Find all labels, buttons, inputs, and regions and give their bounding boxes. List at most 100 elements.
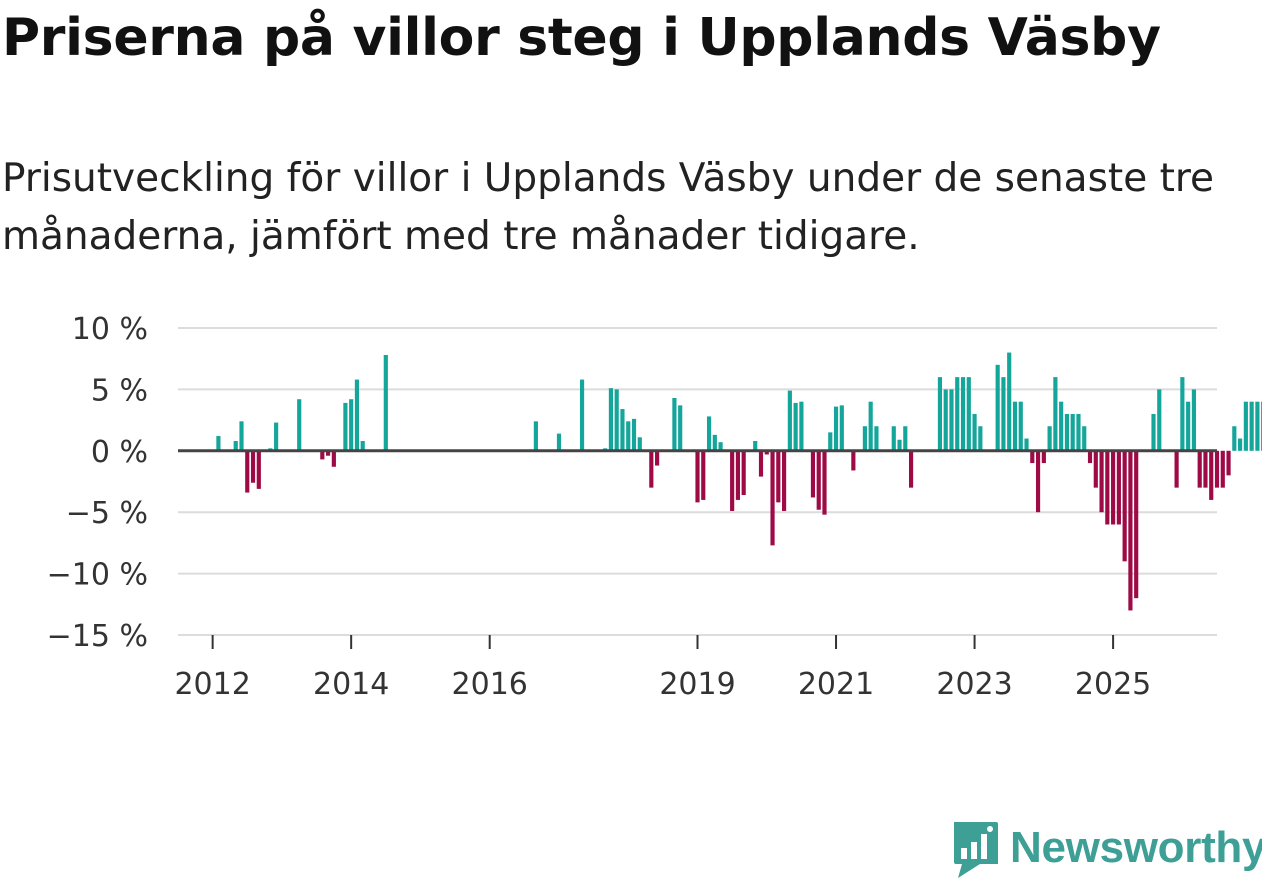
bar <box>1174 450 1179 488</box>
bar <box>1024 438 1029 451</box>
bar <box>1203 450 1208 488</box>
bar <box>1238 438 1243 451</box>
bar <box>695 450 700 503</box>
y-tick-label: −10 % <box>47 558 148 593</box>
bar <box>626 421 631 451</box>
bar <box>672 398 677 451</box>
bar <box>1209 450 1214 500</box>
bar <box>810 450 816 498</box>
bar <box>1151 413 1156 451</box>
bar <box>868 401 873 451</box>
bar <box>620 409 625 451</box>
bar <box>579 379 585 451</box>
y-tick-label: 0 % <box>91 435 148 470</box>
bar <box>1220 450 1225 488</box>
bar <box>631 418 637 451</box>
bar <box>793 402 798 451</box>
bar <box>741 450 746 496</box>
bar <box>1035 450 1041 513</box>
newsworthy-logo-icon <box>954 822 998 878</box>
bar <box>239 421 244 451</box>
bar <box>1134 450 1139 599</box>
bar <box>1053 377 1058 451</box>
bar <box>862 426 867 451</box>
bar <box>1047 426 1052 451</box>
bar <box>1116 450 1121 525</box>
bar <box>245 450 250 493</box>
y-tick-label: −15 % <box>47 619 148 654</box>
bar <box>712 434 717 451</box>
newsworthy-logo: Newsworthy <box>950 818 1262 878</box>
bar <box>343 402 348 451</box>
bar <box>1099 450 1104 513</box>
bar <box>233 440 238 451</box>
bar <box>1157 389 1162 451</box>
bar <box>637 437 642 451</box>
bar <box>354 379 360 451</box>
bar <box>833 406 839 451</box>
bar <box>937 377 943 451</box>
bar <box>1087 450 1093 464</box>
bar <box>383 355 388 451</box>
bar <box>320 450 325 460</box>
bar <box>1243 401 1248 451</box>
bar <box>908 450 914 488</box>
chart-title: Priserna på villor steg i Upplands Väsby <box>2 8 1161 68</box>
bar <box>1082 426 1087 451</box>
y-tick-label: 5 % <box>91 373 148 408</box>
bar <box>274 422 279 451</box>
bar <box>770 450 775 546</box>
bar <box>897 439 902 451</box>
bar <box>701 450 706 500</box>
bar <box>1214 450 1220 488</box>
bar <box>822 450 827 515</box>
bar <box>839 405 844 451</box>
x-tick-label: 2023 <box>936 667 1012 702</box>
bar <box>1012 401 1018 451</box>
bar <box>608 388 613 451</box>
bar <box>851 450 856 471</box>
bar <box>614 389 619 451</box>
bar <box>828 432 833 451</box>
bar <box>706 416 712 451</box>
bar <box>960 377 966 451</box>
bar <box>1018 401 1023 451</box>
bar <box>995 364 1000 451</box>
bar <box>1249 401 1254 451</box>
bar <box>764 450 769 455</box>
bar <box>874 426 879 451</box>
bar <box>216 436 221 451</box>
bar <box>1041 450 1046 464</box>
bar-chart: 10 %5 %0 %−5 %−10 %−15 % 2012 2014 2016 201… <box>47 312 1262 702</box>
bar <box>799 401 804 451</box>
bar <box>776 450 781 503</box>
x-axis: 2012 2014 2016 2019 2021 2023 2025 <box>174 635 1151 702</box>
x-tick-label: 2019 <box>659 667 735 702</box>
bar <box>782 450 787 511</box>
bar <box>758 450 764 477</box>
bar <box>1111 450 1116 525</box>
bar <box>1105 450 1110 525</box>
bar <box>678 405 683 451</box>
bar <box>1128 450 1133 611</box>
x-tick-label: 2014 <box>313 667 389 702</box>
bar <box>735 450 740 500</box>
bar <box>1122 450 1127 562</box>
bar <box>1030 450 1035 464</box>
x-tick-label: 2025 <box>1075 667 1151 702</box>
bar <box>730 450 735 511</box>
bar <box>649 450 654 488</box>
bar <box>943 389 948 451</box>
chart-subtitle: Prisutveckling för villor i Upplands Väs… <box>2 156 1215 259</box>
bars <box>216 352 1262 611</box>
x-tick-label: 2021 <box>798 667 874 702</box>
bar <box>972 413 977 451</box>
bar <box>753 440 758 451</box>
bar <box>331 450 336 467</box>
bar <box>250 450 256 483</box>
bar <box>1070 413 1075 451</box>
bar <box>1255 401 1260 451</box>
bar <box>1001 377 1006 451</box>
bar <box>1180 377 1185 451</box>
y-axis-labels: 10 % 5 % 0 % −5 % −10 % −15 % <box>47 312 148 654</box>
